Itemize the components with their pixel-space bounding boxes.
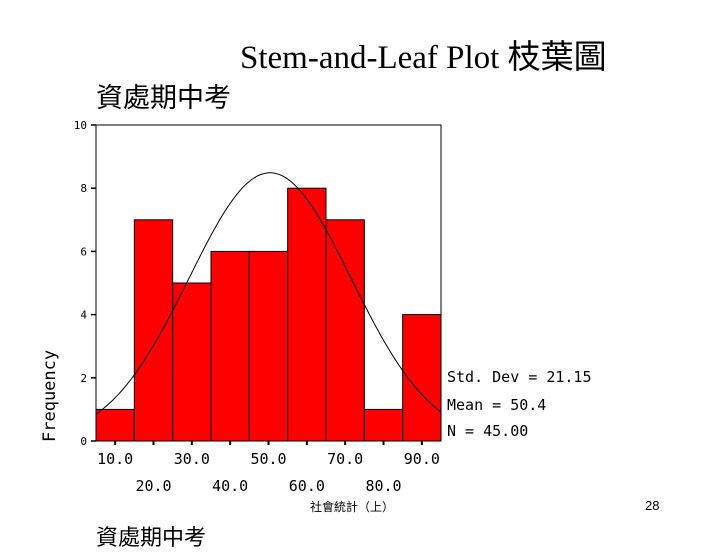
y-axis-label: Frequency xyxy=(40,350,60,442)
bar-30.0 xyxy=(172,282,212,442)
bar-90.0 xyxy=(402,314,442,442)
page-number: 28 xyxy=(645,498,660,513)
histogram-chart: 0 2 4 6 8 10 Frequency 10.0 30.0 50.0 70.0 90.0 20.0… xyxy=(40,119,592,495)
x-tick-label: 50.0 xyxy=(250,450,286,468)
bars-group xyxy=(95,187,442,442)
y-tick-label: 10 xyxy=(74,119,87,132)
normal-curve-group xyxy=(95,172,442,415)
bottom-subtitle: 資處期中考 xyxy=(96,526,207,551)
bar-10.0 xyxy=(95,408,135,442)
y-tick-label: 0 xyxy=(80,435,87,448)
normal-curve xyxy=(95,172,442,415)
x-tick-label: 20.0 xyxy=(135,477,171,495)
y-tick-label: 4 xyxy=(80,309,87,322)
axes-group: 0 2 4 6 8 10 Frequency 10.0 30.0 50.0 70.0 90.0 20.0… xyxy=(40,119,440,495)
mean-stat: Mean = 50.4 xyxy=(447,396,546,414)
n-stat: N = 45.00 xyxy=(447,422,528,440)
footer-text: 社會統計（上） xyxy=(310,500,395,514)
x-tick-label: 30.0 xyxy=(174,450,210,468)
bar-70.0 xyxy=(325,219,365,442)
bar-50.0 xyxy=(248,250,289,442)
y-tick-label: 6 xyxy=(80,245,87,258)
bar-60.0 xyxy=(287,187,327,442)
y-tick-label: 8 xyxy=(80,182,87,195)
slide-title: Stem-and-Leaf Plot 枝葉圖 xyxy=(240,40,607,76)
chart-title: 資處期中考 xyxy=(96,83,231,114)
x-tick-label: 90.0 xyxy=(404,450,440,468)
x-tick-label: 40.0 xyxy=(212,477,248,495)
bar-80.0 xyxy=(363,408,404,442)
x-tick-label: 80.0 xyxy=(365,477,401,495)
x-tick-label: 60.0 xyxy=(289,477,325,495)
std-dev-stat: Std. Dev = 21.15 xyxy=(447,368,592,386)
x-tick-label: 70.0 xyxy=(327,450,363,468)
bar-20.0 xyxy=(133,219,174,442)
stats-group: Std. Dev = 21.15 Mean = 50.4 N = 45.00 xyxy=(447,368,592,440)
y-tick-label: 2 xyxy=(80,372,87,385)
x-tick-label: 10.0 xyxy=(97,450,133,468)
bar-40.0 xyxy=(210,250,250,442)
